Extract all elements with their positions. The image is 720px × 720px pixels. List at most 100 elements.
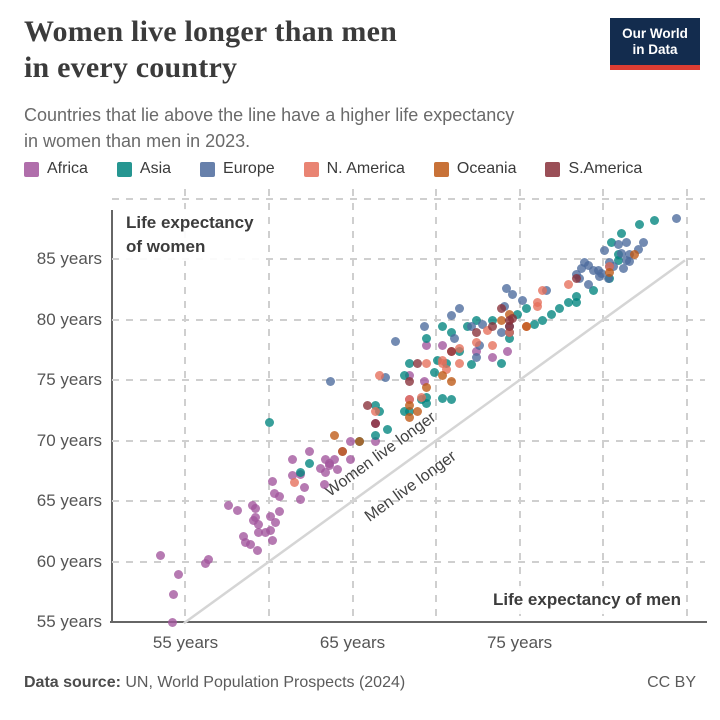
data-point xyxy=(304,459,314,469)
owid-logo: Our World in Data xyxy=(610,18,700,70)
y-tick-label: 60 years xyxy=(36,551,102,571)
plot-area: Life expectancy of women Life expectancy… xyxy=(112,189,705,627)
data-point xyxy=(374,370,384,380)
chart-subtitle: Countries that lie above the line have a… xyxy=(24,102,514,154)
data-point xyxy=(329,455,339,465)
x-axis-line xyxy=(110,621,707,623)
data-point xyxy=(438,370,448,380)
data-point xyxy=(538,316,548,326)
data-point xyxy=(650,215,660,225)
data-point xyxy=(404,358,414,368)
data-point xyxy=(555,304,565,314)
data-point xyxy=(600,246,610,256)
data-point xyxy=(672,213,682,223)
gridline-vertical xyxy=(685,189,688,622)
data-point xyxy=(446,311,456,321)
data-point xyxy=(571,298,581,308)
data-point xyxy=(274,491,284,501)
data-point xyxy=(496,304,506,314)
data-point xyxy=(241,537,251,547)
data-point xyxy=(266,512,276,522)
data-point xyxy=(530,319,540,329)
data-point xyxy=(413,407,423,417)
data-point xyxy=(521,322,531,332)
legend-label: S.America xyxy=(568,160,643,177)
data-point xyxy=(471,346,481,356)
data-point xyxy=(449,334,459,344)
data-point xyxy=(252,546,262,556)
gridline-vertical xyxy=(602,189,605,622)
gridline-horizontal xyxy=(112,500,705,503)
data-point xyxy=(446,376,456,386)
data-point xyxy=(630,249,640,259)
data-point xyxy=(338,446,348,456)
data-point xyxy=(319,479,329,489)
data-point xyxy=(533,301,543,311)
legend-swatch xyxy=(24,161,39,177)
y-tick-label: 80 years xyxy=(36,309,102,329)
data-point xyxy=(508,313,518,323)
data-point xyxy=(416,392,426,402)
license-badge: CC BY xyxy=(647,674,696,691)
x-axis-title: Life expectancy of men xyxy=(486,586,683,614)
data-point xyxy=(616,229,626,239)
data-point xyxy=(371,419,381,429)
data-point xyxy=(174,570,184,580)
legend-item-asia: Asia xyxy=(116,160,171,178)
data-point xyxy=(454,358,464,368)
data-point xyxy=(446,346,456,356)
data-point xyxy=(471,352,481,362)
data-point xyxy=(287,455,297,465)
data-point xyxy=(261,527,271,537)
data-point xyxy=(576,264,586,274)
data-point xyxy=(483,326,493,335)
gridline-vertical xyxy=(351,189,354,622)
data-point xyxy=(419,322,429,332)
data-point xyxy=(404,413,414,423)
data-point xyxy=(433,356,443,366)
y-tick-label: 55 years xyxy=(36,612,102,631)
chart-subtitle-line2: in women than men in 2023. xyxy=(24,131,251,151)
data-point xyxy=(518,295,528,305)
legend: Africa Asia Europe N. America Oceania S.Ameri… xyxy=(24,160,642,178)
data-point xyxy=(254,527,264,537)
data-point xyxy=(438,322,448,332)
data-point xyxy=(399,407,409,417)
legend-item-s-america: S.America xyxy=(545,160,642,178)
data-point xyxy=(383,425,393,435)
chart-subtitle-line1: Countries that lie above the line have a… xyxy=(24,105,515,125)
data-point xyxy=(538,286,548,296)
legend-item-oceania: Oceania xyxy=(433,160,516,178)
data-point xyxy=(371,431,381,441)
data-point xyxy=(232,506,242,516)
legend-item-n-america: N. America xyxy=(303,160,405,178)
data-point xyxy=(399,370,409,380)
data-point xyxy=(471,338,481,348)
data-point xyxy=(267,536,277,546)
y-tick-label: 65 years xyxy=(36,491,102,511)
legend-label: Europe xyxy=(223,160,275,177)
data-point xyxy=(299,483,309,493)
data-point xyxy=(618,264,628,274)
data-point xyxy=(269,489,279,499)
data-point xyxy=(583,280,593,290)
data-point xyxy=(563,298,573,308)
gridline-horizontal xyxy=(112,439,705,442)
data-point xyxy=(155,550,165,560)
data-source-label: Data source: xyxy=(24,674,121,691)
x-tick-label: 65 years xyxy=(319,633,386,652)
data-point xyxy=(354,437,364,447)
data-point xyxy=(513,310,523,320)
data-point xyxy=(296,495,306,505)
gridline-horizontal xyxy=(112,258,705,261)
data-point xyxy=(429,368,439,378)
data-point xyxy=(363,401,373,410)
data-point xyxy=(381,373,391,383)
data-point xyxy=(264,417,274,427)
data-point xyxy=(488,352,498,362)
data-point xyxy=(404,370,414,380)
data-point xyxy=(501,283,511,293)
data-point xyxy=(404,407,414,417)
data-point xyxy=(454,344,464,354)
